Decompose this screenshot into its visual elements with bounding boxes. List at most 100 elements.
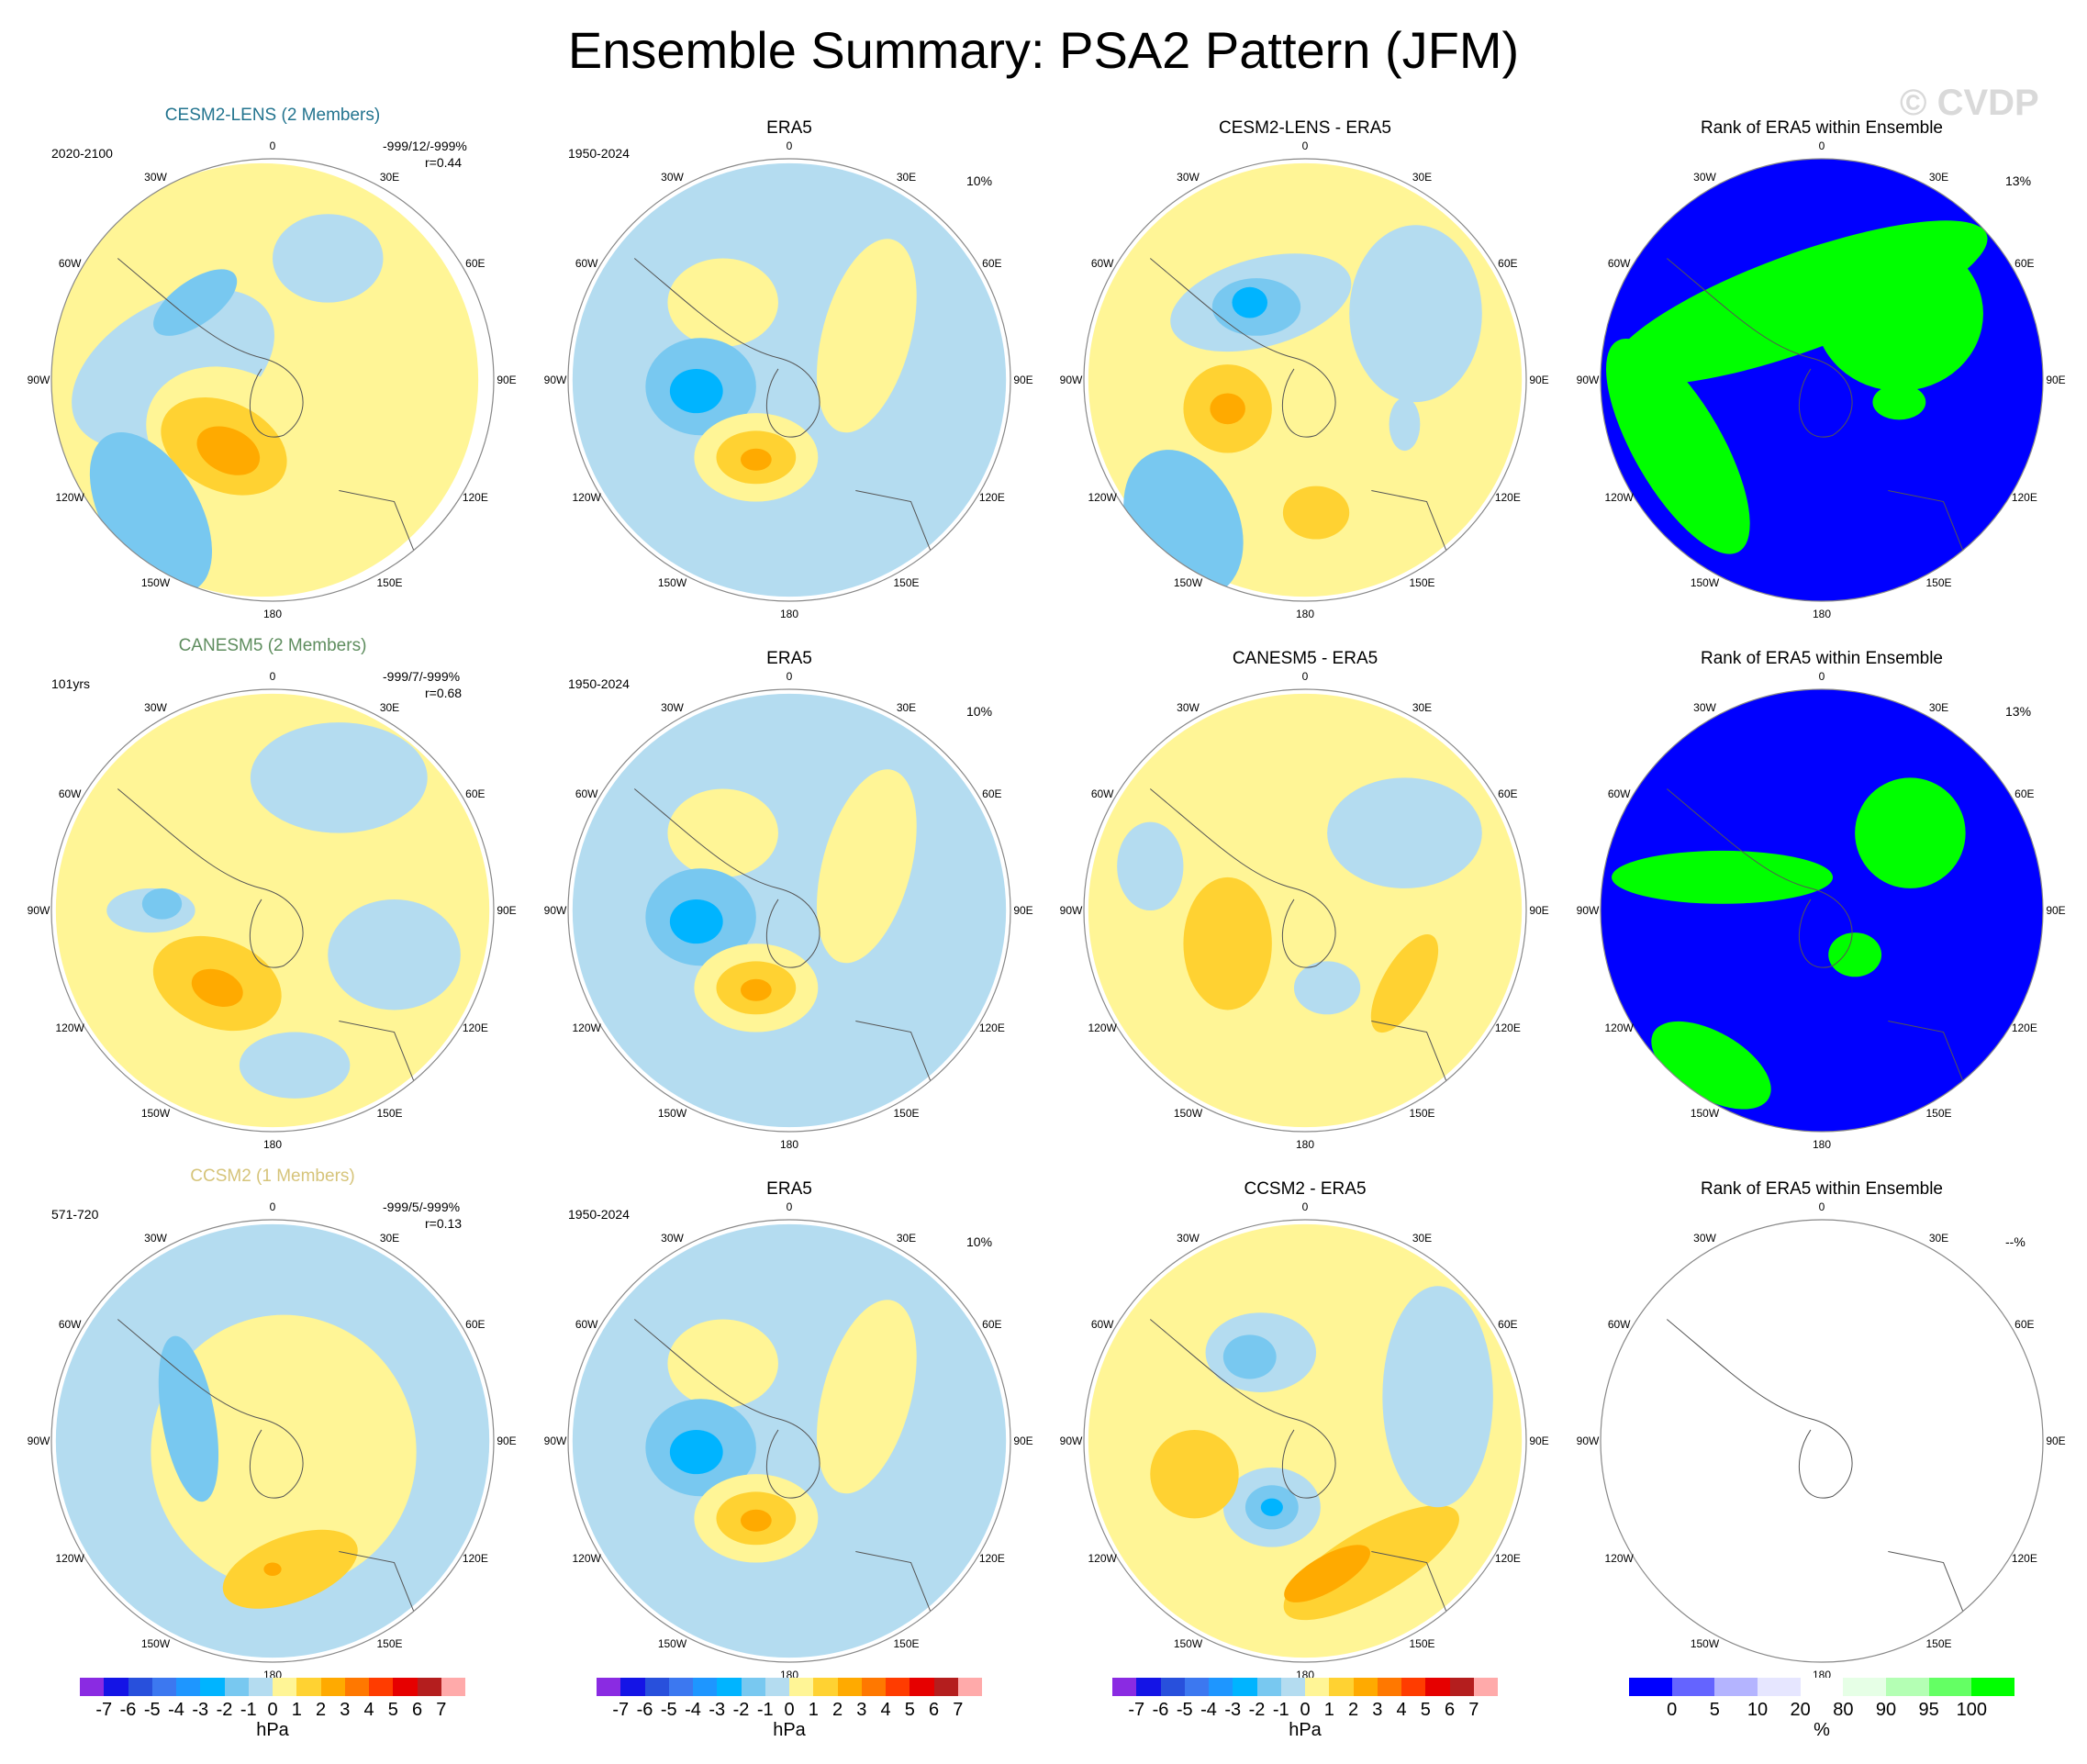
lon-label: 120W	[55, 1021, 84, 1034]
colorbar-unit-label: hPa	[1289, 1720, 1322, 1740]
colorbar-tick-label: -1	[240, 1700, 257, 1720]
colorbar-swatch	[1329, 1678, 1354, 1696]
colorbar-tick-label: 3	[340, 1700, 351, 1720]
contour-region-7	[816, 239, 917, 433]
colorbar-swatch	[1671, 1678, 1715, 1696]
polar-map-r0-c2	[1083, 158, 1527, 602]
model-period: 571-720	[51, 1207, 99, 1222]
colorbar-swatch	[861, 1678, 886, 1696]
lon-label: 180	[779, 1138, 799, 1151]
coastline	[117, 788, 304, 968]
colorbar-tick-label: -7	[95, 1700, 113, 1720]
colorbar-swatch	[910, 1678, 934, 1696]
coastline	[1149, 258, 1336, 438]
lon-label: 0	[786, 1200, 793, 1213]
contour-region-9	[1389, 397, 1421, 452]
lon-label: 60E	[465, 1317, 485, 1331]
contour-region-4	[1872, 384, 1926, 420]
colorbar-2	[1112, 1678, 1498, 1696]
coastline	[1888, 1551, 1967, 1618]
diff-panel-title: CCSM2 - ERA5	[1244, 1179, 1367, 1199]
polar-map-r1-c0	[50, 688, 495, 1133]
lon-label: 120W	[55, 1551, 84, 1565]
colorbar-tick-label: -5	[143, 1700, 161, 1720]
colorbar-tick-label: 0	[1300, 1700, 1311, 1720]
colorbar-tick-label: 4	[1396, 1700, 1407, 1720]
lon-label: 120E	[2011, 1021, 2037, 1034]
contour-region-6	[1150, 1429, 1239, 1519]
contour-region-7	[816, 769, 917, 964]
contour-region-3	[1828, 932, 1882, 977]
lon-label: 60W	[58, 1317, 82, 1331]
contour-region-3	[1606, 339, 1750, 554]
colorbar-tick-label: 5	[387, 1700, 398, 1720]
lon-label: 150W	[1690, 1106, 1720, 1120]
colorbar-swatch	[273, 1678, 297, 1696]
lon-label: 30E	[896, 701, 917, 715]
lon-label: 90E	[1529, 904, 1549, 917]
colorbar-tick-label: -6	[1152, 1700, 1169, 1720]
contour-region-5	[1210, 393, 1245, 425]
lon-label: 150W	[1690, 1636, 1720, 1650]
lon-label: 30W	[1693, 1232, 1716, 1245]
lon-label: 180	[1295, 1138, 1315, 1151]
contour-region-9	[1382, 1286, 1493, 1508]
map-border	[1600, 158, 2044, 602]
lon-label: 90W	[1059, 374, 1083, 386]
colorbar-swatch	[1714, 1678, 1758, 1696]
colorbar-unit-label: hPa	[256, 1720, 289, 1740]
lon-label: 120W	[1604, 1021, 1634, 1034]
lon-label: 30E	[1412, 701, 1433, 715]
colorbar-tick-label: 20	[1790, 1700, 1811, 1720]
lon-label: 30W	[661, 1232, 684, 1245]
contour-region-1	[1327, 777, 1482, 888]
lon-label: 180	[1812, 1138, 1832, 1151]
lon-label: 30E	[379, 1232, 400, 1245]
lon-label: 60W	[1607, 1317, 1631, 1331]
era-percent: 10%	[966, 704, 993, 719]
lon-label: 60W	[1090, 256, 1114, 270]
era-period: 1950-2024	[568, 676, 630, 691]
lon-label: 60W	[1607, 787, 1631, 800]
lon-label: 120E	[462, 1551, 488, 1565]
lon-label: 0	[1818, 1200, 1825, 1213]
colorbar-swatch	[1160, 1678, 1185, 1696]
lon-label: 90W	[27, 1435, 50, 1447]
coastline	[633, 788, 820, 968]
contour-region-6	[740, 448, 772, 471]
colorbar-swatch	[296, 1678, 321, 1696]
coastline	[1371, 1551, 1450, 1618]
coastline	[339, 1021, 418, 1088]
contour-region-8	[1349, 225, 1482, 403]
lon-label: 180	[1295, 608, 1315, 620]
colorbar-swatch	[741, 1678, 765, 1696]
colorbar-swatch	[151, 1678, 176, 1696]
contour-region-0	[572, 693, 1007, 1128]
lon-label: 30W	[661, 171, 684, 184]
lon-label: 30E	[379, 171, 400, 184]
lon-label: 150W	[1173, 1636, 1203, 1650]
lon-label: 120E	[978, 490, 1005, 504]
colorbar-swatch	[620, 1678, 645, 1696]
rank-panel-title: Rank of ERA5 within Ensemble	[1700, 118, 1943, 138]
lon-label: 150E	[376, 1636, 403, 1650]
lon-label: 0	[786, 670, 793, 683]
lon-label: 120E	[1494, 490, 1521, 504]
colorbar-tick-label: -4	[685, 1700, 701, 1720]
figure-title: Ensemble Summary: PSA2 Pattern (JFM)	[567, 21, 1520, 79]
rank-percent: 13%	[2005, 173, 2032, 188]
contour-region-2	[1183, 876, 1272, 1010]
lon-label: 0	[269, 140, 276, 152]
lon-label: 150W	[1690, 575, 1720, 589]
lon-label: 60W	[58, 256, 82, 270]
lon-label: 150E	[1925, 1106, 1952, 1120]
lon-label: 90W	[1059, 1435, 1083, 1447]
colorbar-tick-label: 80	[1833, 1700, 1854, 1720]
contour-region-7	[816, 1300, 917, 1494]
lon-label: 90E	[1013, 904, 1033, 917]
map-background	[1601, 1220, 2043, 1662]
lon-label: 150E	[376, 1106, 403, 1120]
lon-label: 90E	[497, 374, 517, 386]
lon-label: 150E	[893, 575, 920, 589]
colorbar-swatch	[1112, 1678, 1137, 1696]
